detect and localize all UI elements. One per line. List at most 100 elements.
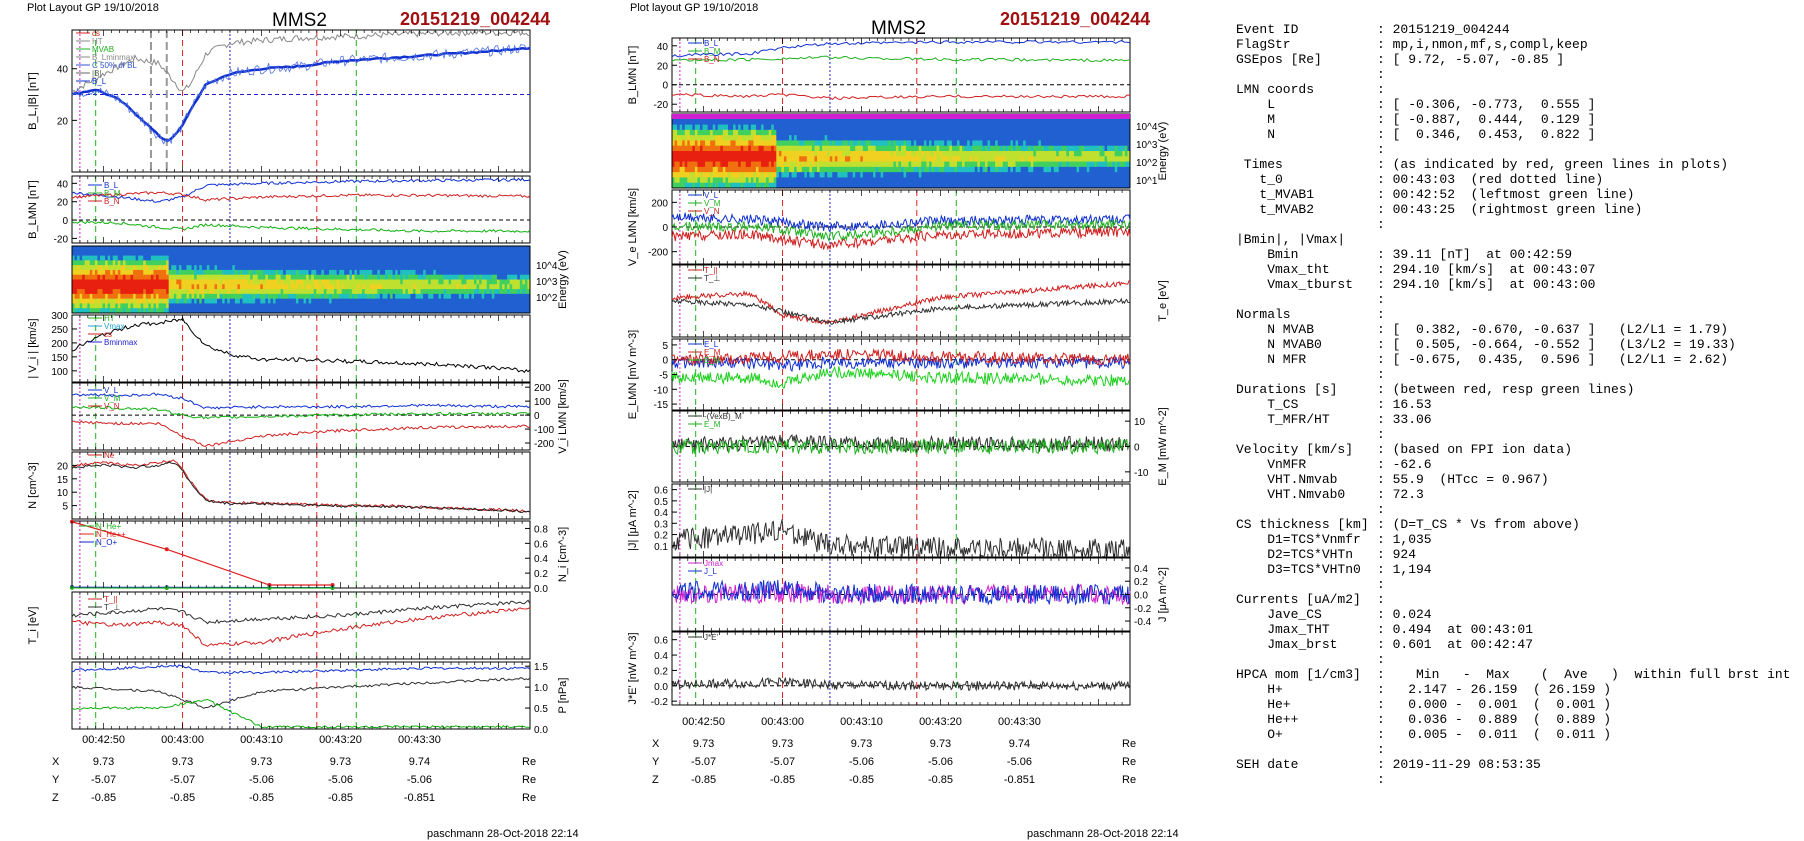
spectrogram-cell [832,129,836,136]
spectrogram-cell [344,298,348,304]
spectrogram-cell [682,172,686,178]
spectrogram-cell [84,274,88,280]
spectrogram-cell [758,156,762,163]
spectrogram-cell [753,119,757,126]
spectrogram-cell [524,246,528,252]
spectrogram-cell [303,269,307,276]
spectrogram-cell [189,303,193,309]
spectrogram-cell [458,279,462,285]
spectrogram-cell [862,172,866,178]
spectrogram-cell [423,274,427,280]
spectrogram-cell [379,250,383,257]
spectrogram-cell [799,140,803,147]
spectrogram-cell [384,265,389,271]
spectrogram-cell [395,269,399,276]
spectrogram-cell [270,279,274,285]
spectrogram-cell [855,161,859,168]
spectrogram-cell [761,156,765,163]
spectrogram-cell [415,250,419,257]
spectrogram-cell [684,129,688,136]
spectrogram-cell [191,289,195,295]
spectrogram-cell [395,250,399,257]
spectrogram-cell [694,119,698,126]
spectrogram-cell [326,289,330,295]
spectrogram-cell [367,298,371,304]
spectrogram-cell [672,119,676,126]
spectrogram-cell [354,303,358,309]
spectrogram-cell [735,119,739,126]
spectrogram-cell [89,308,93,314]
spectrogram-cell [140,265,144,271]
spectrogram-cell [387,284,391,290]
spectrogram-cell [257,265,261,271]
spectrogram-cell [852,156,856,163]
spectrogram-cell [364,274,368,280]
spectrogram-cell [783,119,787,126]
spectrogram-cell [280,298,284,304]
spectrogram-cell [290,279,294,285]
spectrogram-cell [163,269,167,276]
spectrogram-cell [346,298,350,304]
spectrogram-cell [474,284,478,290]
spectrogram-cell [839,135,843,141]
spectrogram-cell [502,260,506,266]
spectrogram-cell [481,274,485,280]
spectrogram-cell [77,298,81,304]
spectrogram-cell [435,279,439,285]
spectrogram-cell [738,145,742,152]
spectrogram-cell [740,135,744,141]
spectrogram-cell [865,135,869,141]
spectrogram-cell [303,246,307,252]
spectrogram-cell [130,289,134,295]
spectrogram-cell [392,260,396,266]
spectrogram-cell [451,274,455,280]
spectrogram-cell [313,250,317,257]
spectrogram-cell [295,265,299,271]
spectrogram-cell [425,269,429,276]
spectrogram-cell [283,250,287,257]
spectrogram-cell [239,284,243,290]
spectrogram-cell [699,129,704,136]
spectrogram-cell [336,265,340,271]
spectrogram-cell [745,177,749,184]
spectrogram-cell [682,135,686,141]
spectrogram-cell [489,298,493,304]
spectrogram-cell [107,289,111,295]
spectrogram-cell [468,298,472,304]
y-tick-label: 100 [534,397,551,408]
spectrogram-cell [517,308,521,314]
spectrogram-cell [453,279,457,285]
spectrogram-cell [499,279,503,285]
spectrogram-cell [697,177,701,184]
spectrogram-cell [120,289,124,295]
spectrogram-cell [438,298,442,304]
spectrogram-cell [379,298,383,304]
spectrogram-cell [768,140,772,147]
spectrogram-cell [334,289,338,295]
spectrogram-cell [369,279,373,285]
spectrogram-cell [280,265,284,271]
spectrogram-cell [232,265,236,271]
spectrogram-cell [410,308,414,314]
spectrogram-cell [418,284,422,290]
spectrogram-cell [684,156,688,163]
spectrogram-cell [328,265,333,271]
spectrogram-cell [801,151,805,157]
spectrogram-cell [507,269,511,276]
spectrogram-cell [92,255,96,261]
spectrogram-cell [206,303,210,309]
spectrogram-cell [428,246,432,252]
spectrogram-cell [684,119,688,126]
spectrogram-cell [400,269,404,276]
spectrogram-cell [242,250,246,257]
spectrogram-cell [776,145,780,152]
spectrogram-cell [811,161,815,168]
spectrogram-cell [219,279,223,285]
spectrogram-cell [102,274,106,280]
spectrogram-cell [288,269,292,276]
spectrogram-cell [372,265,376,271]
spectrogram-cell [875,135,879,141]
spectrogram-cell [717,124,721,131]
spectrogram-cell [679,135,683,141]
spectrogram-cell [672,129,676,136]
